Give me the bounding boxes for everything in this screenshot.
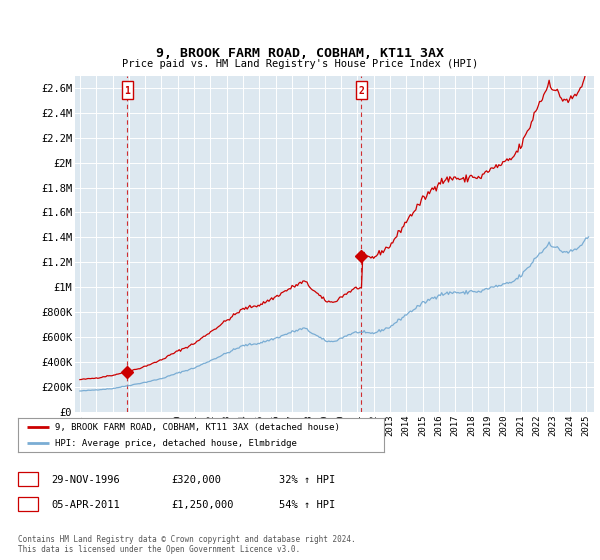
Text: 2: 2 <box>358 86 364 96</box>
Text: Contains HM Land Registry data © Crown copyright and database right 2024.
This d: Contains HM Land Registry data © Crown c… <box>18 535 356 554</box>
Text: 1: 1 <box>25 474 31 484</box>
FancyBboxPatch shape <box>356 81 367 99</box>
Text: 9, BROOK FARM ROAD, COBHAM, KT11 3AX: 9, BROOK FARM ROAD, COBHAM, KT11 3AX <box>156 47 444 60</box>
Text: 9, BROOK FARM ROAD, COBHAM, KT11 3AX (detached house): 9, BROOK FARM ROAD, COBHAM, KT11 3AX (de… <box>55 423 340 432</box>
Text: 32% ↑ HPI: 32% ↑ HPI <box>279 475 335 485</box>
Text: 54% ↑ HPI: 54% ↑ HPI <box>279 500 335 510</box>
Text: Price paid vs. HM Land Registry's House Price Index (HPI): Price paid vs. HM Land Registry's House … <box>122 59 478 69</box>
Text: £320,000: £320,000 <box>171 475 221 485</box>
FancyBboxPatch shape <box>122 81 133 99</box>
Text: 05-APR-2011: 05-APR-2011 <box>51 500 120 510</box>
Text: HPI: Average price, detached house, Elmbridge: HPI: Average price, detached house, Elmb… <box>55 438 296 447</box>
Text: 2: 2 <box>25 499 31 509</box>
Text: 1: 1 <box>124 86 130 96</box>
Text: £1,250,000: £1,250,000 <box>171 500 233 510</box>
Text: 29-NOV-1996: 29-NOV-1996 <box>51 475 120 485</box>
